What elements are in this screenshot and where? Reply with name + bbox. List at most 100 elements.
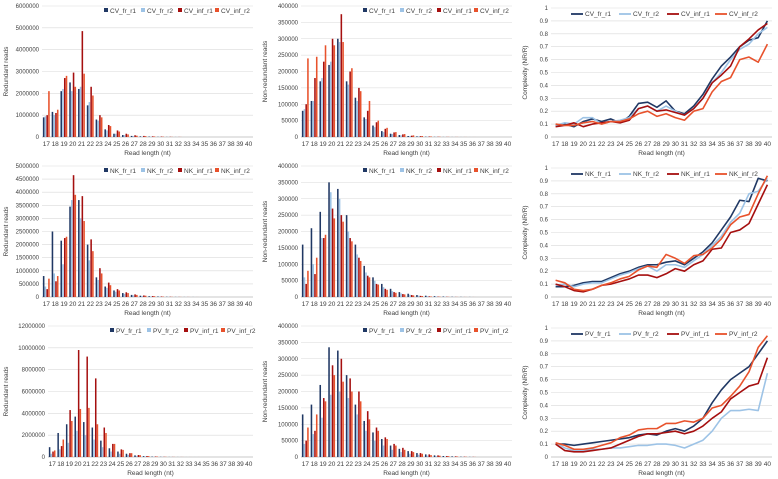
bar-PV_inf_r1-30 xyxy=(419,453,422,457)
x-tick-label: 17 xyxy=(43,301,51,308)
bar-NK_inf_r2-22 xyxy=(351,241,353,297)
legend-swatch-NK_fr_r2 xyxy=(141,168,145,172)
x-axis-title: Read length (nt) xyxy=(638,310,685,317)
x-tick-label: 19 xyxy=(66,461,74,468)
y-tick-label: 0 xyxy=(42,455,46,461)
bar-NK_fr_r1-18 xyxy=(51,231,54,297)
y-axis-title: Complexity (NR/R) xyxy=(522,45,529,99)
bar-CV_fr_r1-24 xyxy=(104,129,106,137)
bar-NK_inf_r1-23 xyxy=(358,257,360,297)
x-tick-label: 35 xyxy=(460,461,468,468)
x-tick-label: 34 xyxy=(709,461,717,468)
bar-PV_fr_r1-31 xyxy=(424,454,427,457)
x-tick-label: 29 xyxy=(148,301,156,308)
y-tick-label: 0.2 xyxy=(540,429,549,435)
x-tick-label: 25 xyxy=(372,461,380,468)
bar-NK_fr_r2-25 xyxy=(373,280,376,297)
bar-CV_fr_r2-30 xyxy=(417,136,420,137)
bar-PV_inf_r2-23 xyxy=(359,401,362,457)
y-axis-title: Non-redundant reads xyxy=(262,200,269,262)
bar-PV_fr_r1-20 xyxy=(328,347,330,457)
bar-PV_inf_r2-24 xyxy=(113,443,116,457)
x-tick-label: 40 xyxy=(245,461,253,468)
legend-label-CV_inf_r2: CV_inf_r2 xyxy=(221,8,250,15)
bar-NK_fr_r1-28 xyxy=(139,295,142,297)
x-tick-label: 33 xyxy=(183,141,191,148)
x-tick-label: 35 xyxy=(460,141,468,148)
bar-NK_fr_r2-24 xyxy=(106,287,108,297)
bar-NK_fr_r1-20 xyxy=(328,182,330,297)
bar-PV_inf_r1-23 xyxy=(358,391,360,457)
x-tick-label: 20 xyxy=(580,301,588,308)
y-tick-label: 0.6 xyxy=(540,58,549,64)
x-tick-label: 37 xyxy=(478,461,486,468)
bar-CV_inf_r1-21 xyxy=(81,31,84,137)
bar-PV_fr_r1-26 xyxy=(381,438,383,457)
bar-CV_inf_r2-18 xyxy=(315,56,318,138)
bar-PV_inf_r2-24 xyxy=(368,419,371,457)
x-tick-label: 32 xyxy=(690,301,698,308)
y-tick-label: 3500000 xyxy=(16,203,40,209)
x-tick-label: 32 xyxy=(434,141,442,148)
y-tick-label: 150000 xyxy=(278,86,299,92)
y-tick-label: 8000000 xyxy=(22,368,46,374)
bar-CV_inf_r2-24 xyxy=(109,126,112,137)
bar-NK_fr_r2-20 xyxy=(71,200,73,297)
x-tick-label: 17 xyxy=(552,141,560,148)
legend-label-NK_inf_r1: NK_inf_r1 xyxy=(443,168,472,175)
bar-NK_inf_r1-20 xyxy=(72,175,75,297)
x-tick-label: 30 xyxy=(416,141,424,148)
x-tick-label: 33 xyxy=(442,301,450,308)
y-tick-label: 50000 xyxy=(281,279,298,285)
x-tick-label: 29 xyxy=(407,141,415,148)
bar-NK_inf_r2-17 xyxy=(307,270,309,297)
x-tick-label: 36 xyxy=(469,301,477,308)
legend-label-CV_fr_r2: CV_fr_r2 xyxy=(406,8,432,15)
bar-PV_inf_r1-21 xyxy=(340,358,343,457)
bar-CV_fr_r2-20 xyxy=(71,91,73,137)
legend-swatch-CV_inf_r2 xyxy=(215,8,219,12)
legend-label-PV_fr_r2: PV_fr_r2 xyxy=(633,331,659,338)
bar-PV_fr_r2-18 xyxy=(59,449,61,457)
bar-NK_inf_r1-31 xyxy=(428,296,431,297)
bar-CV_fr_r2-22 xyxy=(88,102,91,137)
x-tick-label: 22 xyxy=(91,461,99,468)
x-tick-label: 32 xyxy=(690,141,698,148)
x-tick-label: 20 xyxy=(69,141,77,148)
bar-CV_fr_r1-25 xyxy=(113,133,115,137)
legend-swatch-PV_fr_r1 xyxy=(363,328,367,332)
x-tick-label: 24 xyxy=(108,461,116,468)
x-tick-label: 28 xyxy=(398,141,406,148)
x-tick-label: 40 xyxy=(245,301,253,308)
x-tick-label: 24 xyxy=(616,461,624,468)
bar-PV_fr_r2-22 xyxy=(347,398,350,457)
bar-PV_fr_r2-25 xyxy=(373,440,376,457)
legend-swatch-NK_inf_r1 xyxy=(178,168,182,172)
x-tick-label: 35 xyxy=(201,141,209,148)
x-tick-label: 18 xyxy=(52,301,60,308)
x-tick-label: 37 xyxy=(219,461,227,468)
x-tick-label: 36 xyxy=(727,461,735,468)
x-tick-label: 28 xyxy=(139,141,147,148)
bar-PV_fr_r2-28 xyxy=(400,452,402,457)
y-tick-label: 400000 xyxy=(278,324,299,330)
x-tick-label: 36 xyxy=(469,461,477,468)
y-tick-label: 0.4 xyxy=(540,403,549,409)
bar-NK_fr_r2-27 xyxy=(132,295,135,297)
y-tick-label: 0.9 xyxy=(540,179,549,185)
x-axis-title: Read length (nt) xyxy=(127,470,174,477)
bar-NK_inf_r2-21 xyxy=(342,221,344,297)
y-tick-label: 4000000 xyxy=(16,48,40,54)
bar-NK_inf_r1-25 xyxy=(116,289,119,297)
bar-PV_inf_r2-26 xyxy=(386,438,388,457)
bar-NK_inf_r2-24 xyxy=(109,285,112,297)
y-tick-label: 6000000 xyxy=(16,4,40,10)
bar-NK_inf_r2-27 xyxy=(136,294,138,297)
x-tick-label: 31 xyxy=(425,301,433,308)
y-tick-label: 4000000 xyxy=(22,411,46,417)
x-tick-label: 29 xyxy=(407,301,415,308)
x-tick-label: 22 xyxy=(346,461,354,468)
bar-PV_inf_r1-29 xyxy=(410,451,413,457)
bar-CV_fr_r1-18 xyxy=(310,100,313,137)
x-tick-label: 33 xyxy=(185,461,193,468)
